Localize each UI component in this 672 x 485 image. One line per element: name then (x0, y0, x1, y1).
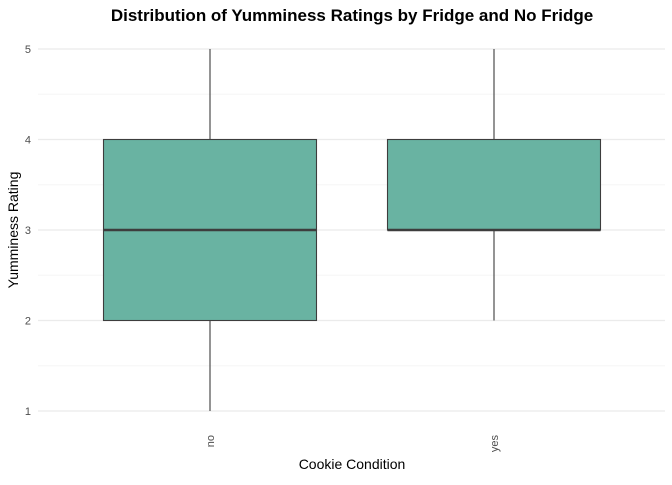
y-tick-label: 5 (25, 44, 31, 56)
boxes (102, 49, 602, 411)
iqr-box (386, 138, 602, 231)
chart-title: Distribution of Yumminess Ratings by Fri… (111, 6, 593, 25)
y-axis-ticks: 1 2 3 4 5 (25, 44, 31, 418)
box-yes (386, 49, 602, 321)
x-tick-label: yes (489, 435, 501, 453)
x-tick-label: no (205, 435, 217, 447)
y-tick-label: 4 (25, 135, 31, 147)
x-axis-title: Cookie Condition (299, 456, 406, 472)
y-axis-title: Yumminess Rating (5, 172, 21, 289)
x-axis-ticks: no yes (205, 435, 501, 453)
y-tick-label: 1 (25, 406, 31, 418)
y-tick-label: 3 (25, 225, 31, 237)
box-no (102, 49, 318, 411)
y-tick-label: 2 (25, 316, 31, 328)
